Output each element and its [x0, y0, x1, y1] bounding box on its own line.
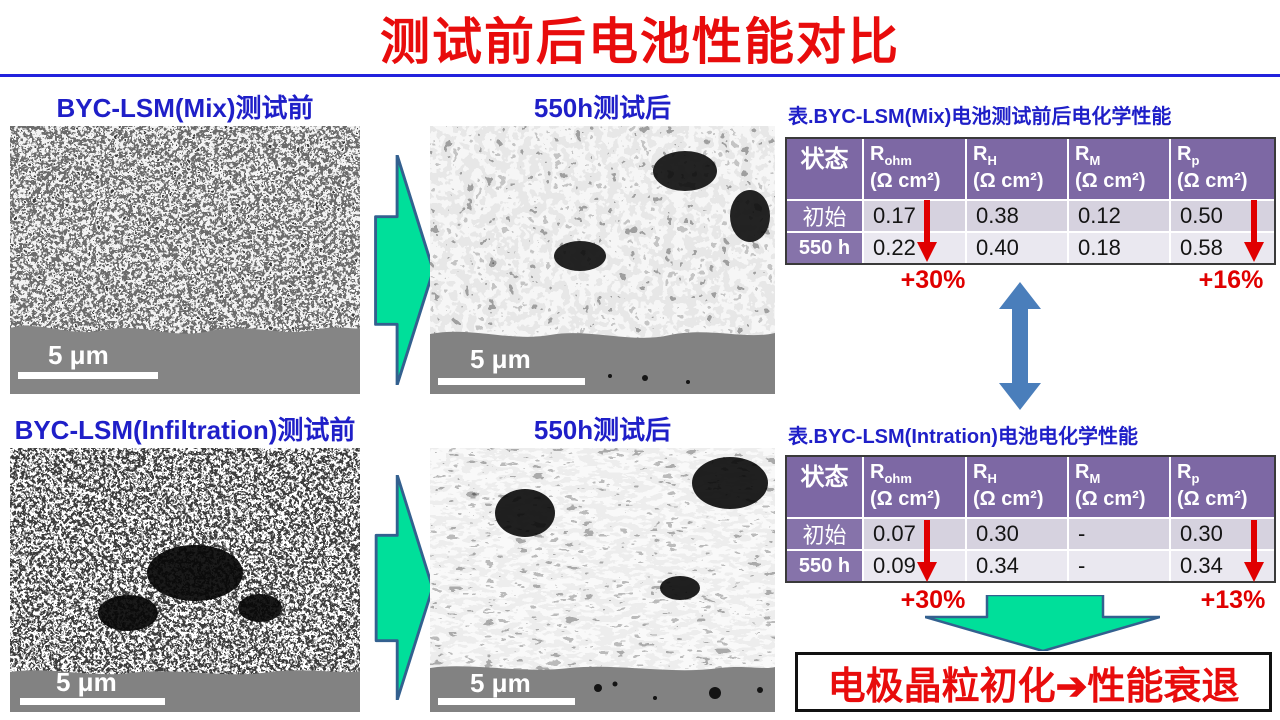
sem-image-infiltration-after: 5 μm	[430, 448, 775, 712]
table-cell: 0.17	[864, 201, 965, 231]
table-title-infiltration: 表.BYC-LSM(Intration)电池电化学性能	[788, 426, 1138, 448]
delta-down-arrow-icon	[1244, 200, 1264, 262]
table-cell: 0.34	[967, 551, 1067, 581]
delta-down-arrow-icon	[917, 520, 937, 582]
transition-arrow-icon	[374, 155, 434, 385]
table-cell: 0.40	[967, 233, 1067, 263]
label-infiltration-after: 550h测试后	[533, 415, 672, 445]
electrolyte-pores	[594, 681, 763, 700]
table-title-mix: 表.BYC-LSM(Mix)电池测试前后电化学性能	[788, 106, 1172, 128]
row-header: 550 h	[787, 551, 862, 581]
col-header-rm: RM (Ω cm²)	[1069, 139, 1169, 199]
transition-arrow-icon	[374, 475, 434, 700]
conclusion-arrow-icon	[925, 595, 1160, 651]
label-mix-before: BYC-LSM(Mix)测试前	[56, 93, 314, 123]
col-header-state: 状态	[787, 457, 862, 517]
table-infiltration: 状态 Rohm (Ω cm²) RH (Ω cm²) RM (Ω cm²) Rp (Ω …	[785, 455, 1276, 583]
scale-bar-label: 5 μm	[470, 668, 531, 698]
delta-down-arrow-icon	[1244, 520, 1264, 582]
void-pores	[554, 151, 770, 271]
delta-label: +13%	[1200, 586, 1266, 614]
row-header: 初始	[787, 519, 862, 549]
title-divider	[0, 74, 1280, 77]
col-header-rohm: Rohm (Ω cm²)	[864, 457, 965, 517]
table-mix: 状态 Rohm (Ω cm²) RH (Ω cm²) RM (Ω cm²) Rp (Ω …	[785, 137, 1276, 265]
scale-bar-label: 5 μm	[56, 667, 117, 697]
delta-down-arrow-icon	[917, 200, 937, 262]
table-cell: -	[1069, 551, 1169, 581]
row-header: 初始	[787, 201, 862, 231]
scale-bar	[438, 698, 575, 705]
table-cell: 0.22	[864, 233, 965, 263]
sem-image-mix-after: 5 μm	[430, 126, 775, 394]
table-cell: 0.09	[864, 551, 965, 581]
delta-label: +16%	[1198, 266, 1264, 294]
page-title: 测试前后电池性能对比	[380, 14, 900, 70]
table-cell: 0.07	[864, 519, 965, 549]
scale-bar-label: 5 μm	[48, 340, 109, 370]
electrode-texture	[430, 126, 775, 348]
col-header-rh: RH (Ω cm²)	[967, 457, 1067, 517]
table-cell: 0.38	[967, 201, 1067, 231]
col-header-rm: RM (Ω cm²)	[1069, 457, 1169, 517]
sem-image-mix-before: 5 μm	[10, 126, 360, 394]
conclusion-box: 电极晶粒初化➔性能衰退	[795, 652, 1272, 712]
scale-bar	[20, 698, 165, 705]
table-cell: 0.30	[967, 519, 1067, 549]
table-cell: 0.12	[1069, 201, 1169, 231]
delta-label: +30%	[900, 266, 966, 294]
col-header-rh: RH (Ω cm²)	[967, 139, 1067, 199]
col-header-rp: Rp (Ω cm²)	[1171, 139, 1274, 199]
col-header-rp: Rp (Ω cm²)	[1171, 457, 1274, 517]
scale-bar-label: 5 μm	[470, 344, 531, 374]
conclusion-text: 电极晶粒初化➔性能衰退	[827, 665, 1240, 708]
sem-image-infiltration-before: 5 μm	[10, 448, 360, 712]
scale-bar	[438, 378, 585, 385]
void-pores	[98, 545, 282, 631]
delta-label: +30%	[900, 586, 966, 614]
electrolyte-pores	[608, 374, 690, 384]
row-header: 550 h	[787, 233, 862, 263]
label-mix-after: 550h测试后	[533, 93, 672, 123]
label-infiltration-before: BYC-LSM(Infiltration)测试前	[14, 415, 356, 445]
scale-bar	[18, 372, 158, 379]
table-cell: -	[1069, 519, 1169, 549]
void-pores	[495, 457, 768, 600]
col-header-rohm: Rohm (Ω cm²)	[864, 139, 965, 199]
compare-arrow-icon	[999, 282, 1041, 410]
electrode-texture	[10, 126, 360, 344]
table-cell: 0.18	[1069, 233, 1169, 263]
col-header-state: 状态	[787, 139, 862, 199]
